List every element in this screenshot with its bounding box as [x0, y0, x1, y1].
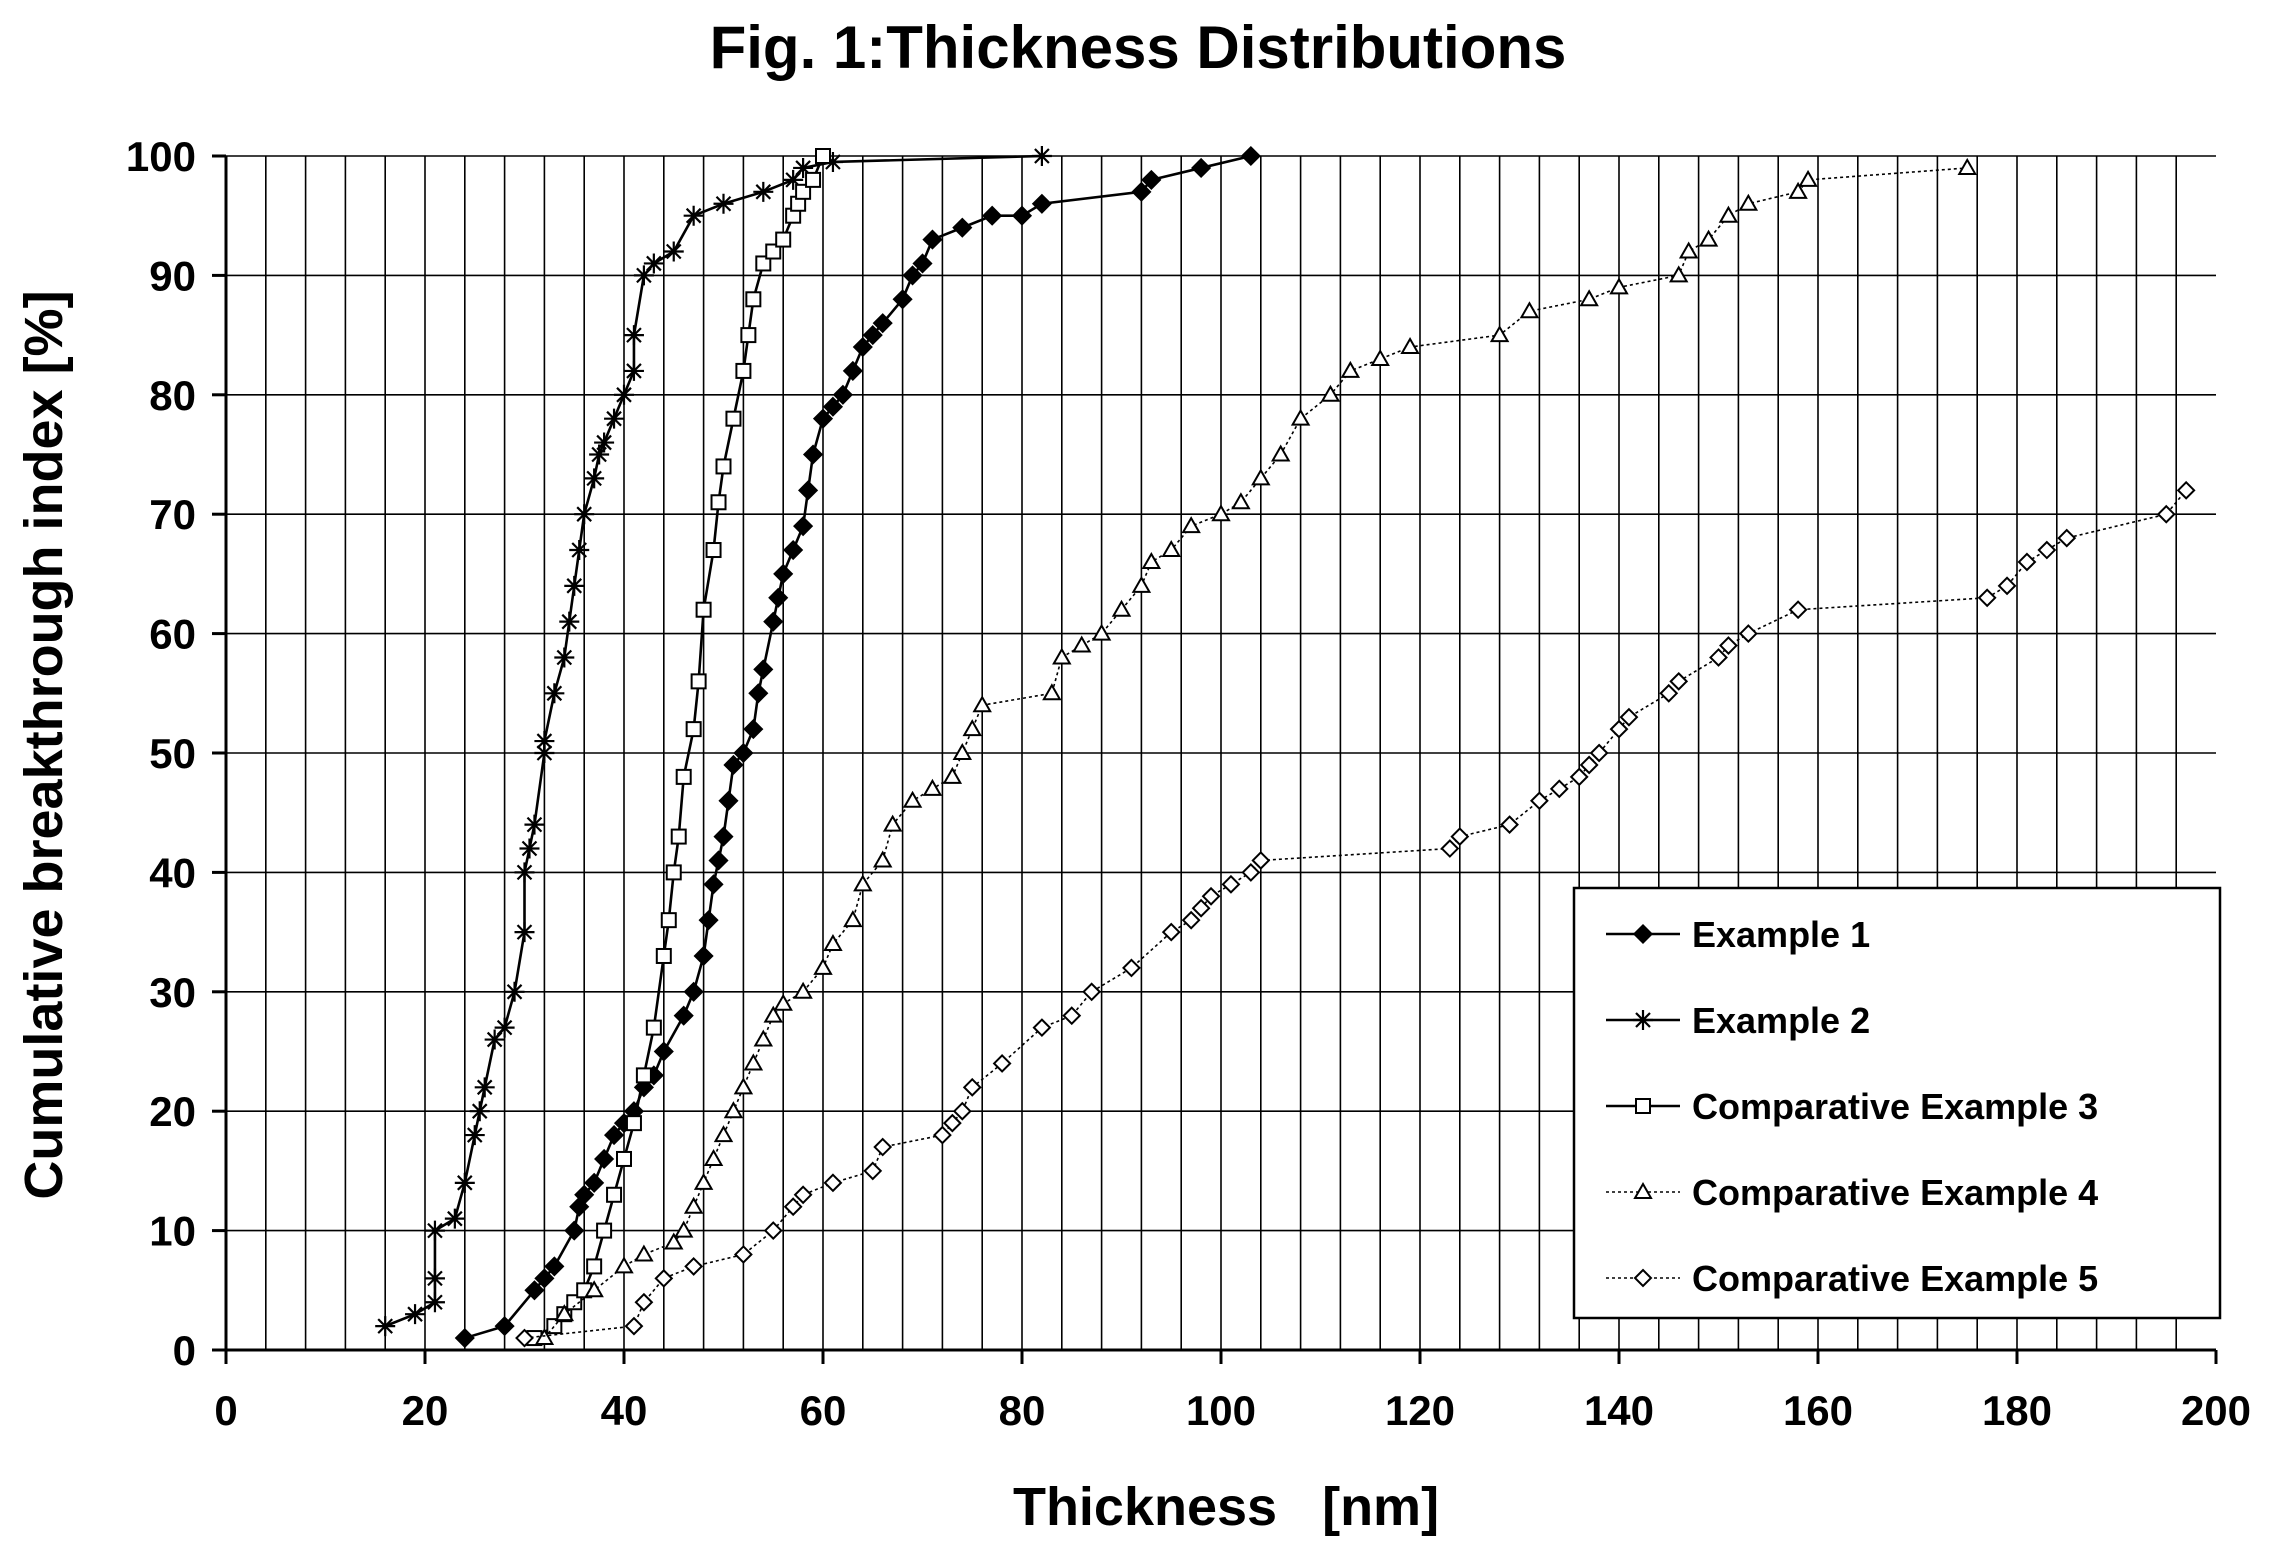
data-point [495, 1018, 515, 1038]
y-tick-label: 80 [149, 372, 196, 419]
data-point [594, 433, 614, 453]
data-point [726, 412, 740, 426]
data-point [425, 1221, 445, 1241]
data-point [584, 468, 604, 488]
data-point [692, 674, 706, 688]
legend-label: Comparative Example 5 [1692, 1258, 2098, 1299]
legend-label: Comparative Example 4 [1692, 1172, 2098, 1213]
data-point [672, 830, 686, 844]
data-point [667, 865, 681, 879]
x-axis-label: Thickness [nm] [1013, 1477, 1439, 1537]
data-point [741, 328, 755, 342]
data-point [647, 1021, 661, 1035]
y-tick-label: 60 [149, 611, 196, 658]
data-point [624, 325, 644, 345]
data-point [617, 1152, 631, 1166]
data-point [465, 1125, 485, 1145]
data-point [614, 385, 634, 405]
data-point [746, 292, 760, 306]
data-point [707, 543, 721, 557]
data-point [445, 1209, 465, 1229]
data-point [564, 576, 584, 596]
data-point [634, 265, 654, 285]
data-point [677, 770, 691, 784]
data-point [604, 409, 624, 429]
data-point [515, 862, 535, 882]
chart-title: Fig. 1:Thickness Distributions [710, 14, 1567, 81]
data-point [697, 603, 711, 617]
data-point [534, 731, 554, 751]
x-tick-label: 120 [1385, 1387, 1455, 1434]
data-point [684, 206, 704, 226]
data-point [505, 982, 525, 1002]
data-point [519, 839, 539, 859]
data-point [776, 233, 790, 247]
data-point [485, 1030, 505, 1050]
x-tick-label: 0 [214, 1387, 237, 1434]
y-tick-label: 30 [149, 969, 196, 1016]
data-point [664, 242, 684, 262]
data-point [714, 194, 734, 214]
data-point [753, 182, 773, 202]
data-point [816, 149, 830, 163]
y-tick-label: 10 [149, 1208, 196, 1255]
data-point [569, 540, 589, 560]
data-point [806, 173, 820, 187]
data-point [717, 459, 731, 473]
data-point [375, 1316, 395, 1336]
x-tick-label: 100 [1186, 1387, 1256, 1434]
data-point [1032, 146, 1052, 166]
y-tick-label: 90 [149, 252, 196, 299]
x-tick-label: 60 [800, 1387, 847, 1434]
data-point [405, 1304, 425, 1324]
data-point [515, 922, 535, 942]
x-tick-label: 40 [601, 1387, 648, 1434]
data-point [687, 722, 701, 736]
legend-marker [1633, 1010, 1653, 1030]
legend-label: Example 1 [1692, 914, 1870, 955]
y-tick-label: 20 [149, 1088, 196, 1135]
y-tick-label: 100 [126, 133, 196, 180]
data-point [544, 683, 564, 703]
y-tick-label: 40 [149, 849, 196, 896]
x-tick-label: 160 [1783, 1387, 1853, 1434]
data-point [597, 1224, 611, 1238]
data-point [524, 815, 544, 835]
y-tick-label: 70 [149, 491, 196, 538]
data-point [455, 1173, 475, 1193]
x-tick-label: 140 [1584, 1387, 1654, 1434]
x-tick-label: 200 [2181, 1387, 2251, 1434]
data-point [475, 1077, 495, 1097]
data-point [637, 1068, 651, 1082]
legend-label: Example 2 [1692, 1000, 1870, 1041]
legend-label: Comparative Example 3 [1692, 1086, 2098, 1127]
data-point [470, 1101, 490, 1121]
data-point [425, 1268, 445, 1288]
legend-marker [1636, 1099, 1650, 1113]
x-tick-label: 80 [999, 1387, 1046, 1434]
data-point [607, 1188, 621, 1202]
data-point [624, 361, 644, 381]
data-point [425, 1292, 445, 1312]
y-tick-label: 0 [173, 1327, 196, 1374]
x-tick-label: 180 [1982, 1387, 2052, 1434]
data-point [712, 495, 726, 509]
data-point [736, 364, 750, 378]
data-point [559, 612, 579, 632]
data-point [574, 504, 594, 524]
y-tick-label: 50 [149, 730, 196, 777]
data-point [554, 647, 574, 667]
data-point [627, 1116, 641, 1130]
y-axis-label: Cumulative breakthrough index [%] [14, 290, 74, 1199]
data-point [662, 913, 676, 927]
data-point [587, 1259, 601, 1273]
legend: Example 1 Example 2 Comparative Example 3 C… [1574, 888, 2220, 1318]
x-tick-label: 20 [402, 1387, 449, 1434]
data-point [657, 949, 671, 963]
